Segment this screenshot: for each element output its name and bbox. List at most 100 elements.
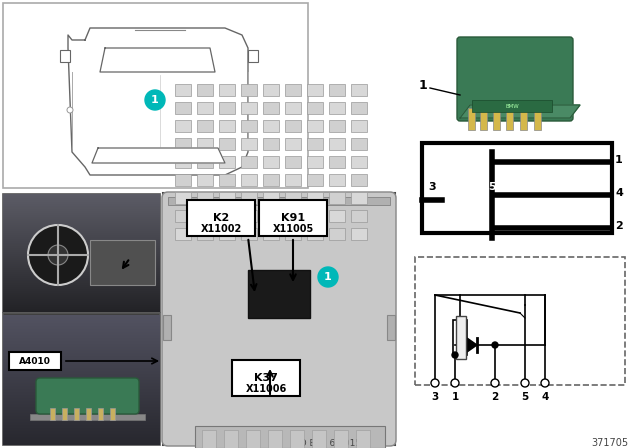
Bar bbox=[3, 439, 160, 440]
FancyBboxPatch shape bbox=[36, 378, 139, 414]
Bar bbox=[3, 300, 160, 301]
Bar bbox=[3, 297, 160, 298]
Bar bbox=[3, 258, 160, 259]
Bar bbox=[219, 156, 235, 168]
Bar bbox=[3, 316, 160, 317]
Bar bbox=[3, 311, 160, 312]
Bar bbox=[3, 273, 160, 274]
Bar bbox=[3, 231, 160, 232]
Bar bbox=[3, 413, 160, 414]
Text: 5: 5 bbox=[522, 392, 529, 402]
Bar bbox=[3, 277, 160, 278]
Bar bbox=[3, 245, 160, 246]
Bar bbox=[329, 192, 345, 204]
Bar bbox=[3, 199, 160, 200]
Bar bbox=[3, 317, 160, 318]
Bar bbox=[329, 102, 345, 114]
Text: 4: 4 bbox=[541, 392, 548, 402]
Bar bbox=[3, 360, 160, 361]
Bar bbox=[3, 327, 160, 328]
Bar bbox=[3, 260, 160, 261]
Bar bbox=[248, 270, 310, 318]
Bar bbox=[3, 232, 160, 233]
Bar bbox=[197, 174, 213, 186]
Bar bbox=[3, 218, 160, 219]
Bar bbox=[3, 378, 160, 379]
Bar bbox=[329, 210, 345, 222]
Bar bbox=[3, 444, 160, 445]
Bar bbox=[3, 294, 160, 295]
Bar bbox=[351, 228, 367, 240]
Bar bbox=[351, 84, 367, 96]
Bar bbox=[3, 320, 160, 321]
Bar bbox=[3, 390, 160, 391]
Bar bbox=[175, 102, 191, 114]
Bar bbox=[197, 138, 213, 150]
Text: 1: 1 bbox=[615, 155, 623, 165]
Bar bbox=[3, 257, 160, 258]
Bar bbox=[3, 423, 160, 424]
Bar bbox=[197, 120, 213, 132]
Bar bbox=[3, 302, 160, 303]
Bar bbox=[3, 386, 160, 387]
Bar bbox=[3, 200, 160, 201]
Bar bbox=[3, 269, 160, 270]
Bar bbox=[329, 228, 345, 240]
Bar bbox=[351, 156, 367, 168]
Text: 3: 3 bbox=[431, 392, 438, 402]
Bar bbox=[3, 387, 160, 388]
Bar bbox=[3, 397, 160, 398]
Bar bbox=[3, 268, 160, 269]
Bar bbox=[86, 408, 91, 420]
Text: X11002: X11002 bbox=[200, 224, 242, 234]
Bar bbox=[3, 278, 160, 279]
Bar bbox=[3, 430, 160, 431]
Bar bbox=[3, 301, 160, 302]
Polygon shape bbox=[460, 105, 580, 118]
Bar bbox=[110, 408, 115, 420]
Bar bbox=[351, 138, 367, 150]
Bar bbox=[197, 156, 213, 168]
Bar bbox=[3, 355, 160, 356]
Bar bbox=[329, 120, 345, 132]
Polygon shape bbox=[92, 148, 225, 163]
Bar bbox=[219, 174, 235, 186]
Circle shape bbox=[491, 379, 499, 387]
Bar bbox=[3, 194, 160, 312]
FancyBboxPatch shape bbox=[162, 192, 396, 446]
Bar bbox=[3, 217, 160, 218]
Bar bbox=[241, 138, 257, 150]
Bar bbox=[3, 351, 160, 352]
Bar bbox=[268, 430, 282, 448]
Bar bbox=[3, 296, 160, 297]
Bar bbox=[197, 84, 213, 96]
Bar bbox=[3, 216, 160, 217]
Text: 1: 1 bbox=[419, 78, 428, 91]
Bar bbox=[3, 393, 160, 394]
Bar bbox=[329, 156, 345, 168]
Bar bbox=[3, 272, 160, 273]
Bar bbox=[3, 406, 160, 407]
Bar bbox=[3, 249, 160, 250]
Text: 1: 1 bbox=[324, 272, 332, 282]
Bar bbox=[3, 391, 160, 392]
Bar bbox=[3, 350, 160, 351]
Bar bbox=[3, 214, 160, 215]
Bar bbox=[3, 392, 160, 393]
Bar bbox=[219, 102, 235, 114]
Bar bbox=[307, 210, 323, 222]
Bar bbox=[3, 353, 160, 354]
Bar bbox=[3, 329, 160, 330]
Bar bbox=[3, 420, 160, 421]
Bar bbox=[290, 430, 304, 448]
Bar bbox=[3, 255, 160, 256]
Bar bbox=[3, 248, 160, 249]
Bar bbox=[3, 286, 160, 287]
Bar bbox=[3, 383, 160, 384]
Bar bbox=[3, 433, 160, 434]
Bar bbox=[3, 279, 160, 280]
Bar bbox=[175, 210, 191, 222]
Bar bbox=[3, 437, 160, 438]
Bar bbox=[3, 242, 160, 243]
Bar bbox=[3, 428, 160, 429]
